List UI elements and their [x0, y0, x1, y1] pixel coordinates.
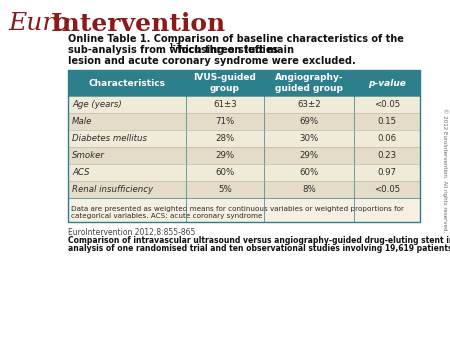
Bar — [68, 113, 420, 130]
Bar — [68, 96, 420, 113]
Text: <0.05: <0.05 — [374, 100, 400, 109]
Text: categorical variables. ACS: acute coronary syndrome: categorical variables. ACS: acute corona… — [71, 213, 262, 219]
Text: 0.15: 0.15 — [378, 117, 396, 126]
Text: 71%: 71% — [216, 117, 234, 126]
Text: Intervention: Intervention — [51, 12, 226, 36]
Text: 60%: 60% — [299, 168, 319, 177]
Bar — [68, 70, 420, 96]
Text: Euro: Euro — [8, 12, 69, 35]
Text: Smoker: Smoker — [72, 151, 105, 160]
Text: 0.97: 0.97 — [378, 168, 396, 177]
Text: Diabetes mellitus: Diabetes mellitus — [72, 134, 147, 143]
Bar — [68, 70, 420, 222]
Text: 0.06: 0.06 — [378, 134, 396, 143]
Bar — [68, 198, 420, 222]
Text: Data are presented as weighted means for continuous variables or weighted propor: Data are presented as weighted means for… — [71, 206, 404, 212]
Text: focusing on left main: focusing on left main — [174, 45, 294, 55]
Text: 60%: 60% — [216, 168, 234, 177]
Text: ACS: ACS — [72, 168, 90, 177]
Text: 30%: 30% — [299, 134, 319, 143]
Text: 5%: 5% — [218, 185, 232, 194]
Text: Male: Male — [72, 117, 92, 126]
Bar — [68, 147, 420, 164]
Text: 69%: 69% — [299, 117, 319, 126]
Text: <0.05: <0.05 — [374, 185, 400, 194]
Text: analysis of one randomised trial and ten observational studies involving 19,619 : analysis of one randomised trial and ten… — [68, 244, 450, 253]
Text: Angiography-
guided group: Angiography- guided group — [274, 73, 343, 93]
Text: Characteristics: Characteristics — [89, 78, 166, 88]
Text: lesion and acute coronary syndrome were excluded.: lesion and acute coronary syndrome were … — [68, 56, 356, 66]
Text: p-value: p-value — [368, 78, 406, 88]
Text: 29%: 29% — [216, 151, 234, 160]
Text: 28%: 28% — [216, 134, 234, 143]
Text: 61±3: 61±3 — [213, 100, 237, 109]
Text: EuroIntervention 2012;8:855-865: EuroIntervention 2012;8:855-865 — [68, 228, 195, 237]
Bar — [68, 164, 420, 181]
Text: Comparison of intravascular ultrasound versus angiography-guided drug-eluting st: Comparison of intravascular ultrasound v… — [68, 236, 450, 245]
Bar — [68, 181, 420, 198]
Bar — [68, 130, 420, 147]
Text: © 2012 EuroIntervention. All rights reserved.: © 2012 EuroIntervention. All rights rese… — [442, 108, 448, 232]
Text: 63±2: 63±2 — [297, 100, 321, 109]
Text: 0.23: 0.23 — [378, 151, 396, 160]
Text: 29%: 29% — [299, 151, 319, 160]
Text: Renal insufficiency: Renal insufficiency — [72, 185, 153, 194]
Text: 1-3: 1-3 — [168, 43, 180, 49]
Text: 8%: 8% — [302, 185, 316, 194]
Text: IVUS-guided
group: IVUS-guided group — [194, 73, 256, 93]
Text: sub-analysis from which three studies: sub-analysis from which three studies — [68, 45, 278, 55]
Text: Online Table 1. Comparison of baseline characteristics of the: Online Table 1. Comparison of baseline c… — [68, 34, 404, 44]
Text: Age (years): Age (years) — [72, 100, 122, 109]
